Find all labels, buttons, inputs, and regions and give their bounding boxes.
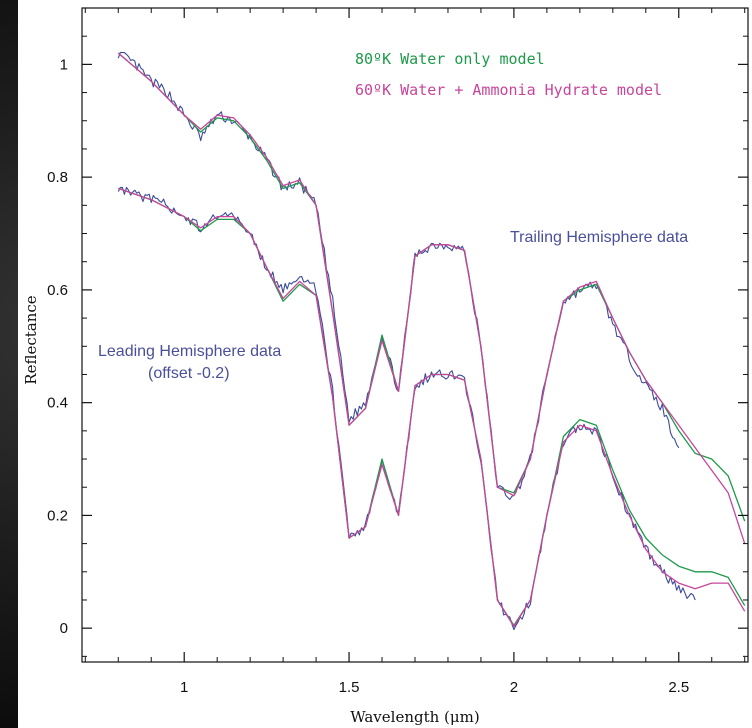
x-tick-label: 1.5 <box>339 679 360 696</box>
y-tick-label: 0 <box>60 620 68 637</box>
legend-entry-water-only: 80ºK Water only model <box>355 50 545 68</box>
plot-panel <box>18 0 752 728</box>
legend-entry-ammonia-hydrate: 60ºK Water + Ammonia Hydrate model <box>355 81 662 99</box>
series-layer <box>117 51 746 631</box>
y-axis-title: Reflectance <box>22 295 40 384</box>
y-tick-label: 0.8 <box>47 169 68 186</box>
y-tick-label: 0.4 <box>47 395 68 412</box>
series-line-leading-ammonia-model <box>118 187 746 628</box>
series-line-trailing-data <box>117 51 680 501</box>
x-tick-label: 2.5 <box>668 679 689 696</box>
plot-frame <box>81 7 749 663</box>
ticks-layer: 1 1.5 2 2.5 0 0.2 0.4 0.6 0.8 1 <box>47 8 748 696</box>
annotation-trailing-hemisphere: Trailing Hemisphere data <box>510 229 688 246</box>
series-line-leading-data <box>117 186 696 631</box>
series-line-trailing-water-model <box>117 52 746 522</box>
series-line-leading-water-model <box>118 187 746 627</box>
x-axis-title: Wavelength (μm) <box>350 708 479 726</box>
x-tick-label: 1 <box>180 679 188 696</box>
annotation-leading-hemisphere: Leading Hemisphere data <box>98 343 281 360</box>
series-line-trailing-ammonia-model <box>117 52 746 544</box>
y-tick-label: 1 <box>60 56 68 73</box>
annotation-offset: (offset -0.2) <box>148 365 230 382</box>
y-tick-label: 0.6 <box>47 282 68 299</box>
x-tick-label: 2 <box>510 679 518 696</box>
y-tick-label: 0.2 <box>47 507 68 524</box>
